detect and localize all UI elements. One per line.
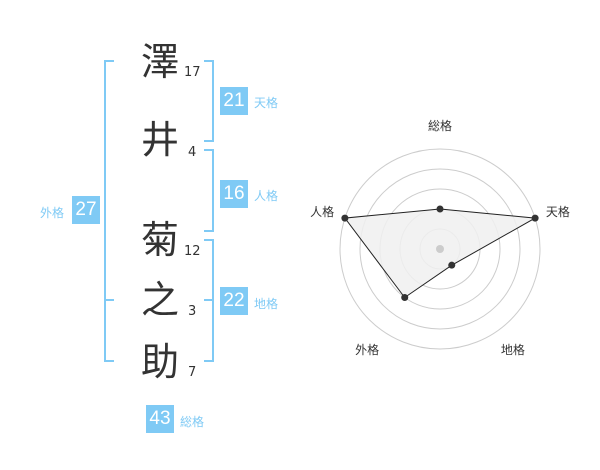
tenkaku-bracket [204,60,214,142]
chikaku-label: 地格 [254,297,279,311]
radar-axis-label: 人格 [310,204,335,219]
tenkaku-label: 天格 [254,96,279,110]
radar-polygon [343,208,537,299]
soukaku-label: 総格 [180,415,205,429]
gaikaku-label: 外格 [40,206,65,220]
tenkaku-value: 21 [220,87,248,115]
radar-center-dot [436,245,444,253]
radar-point-4 [341,214,349,222]
stroke-count-1: 17 [184,65,201,80]
kanji-2: 井 [140,118,179,162]
chikaku-value: 22 [220,287,248,315]
radar-point-0 [436,205,444,213]
radar-axis-label: 天格 [545,204,570,219]
stroke-count-3: 12 [184,244,201,259]
kanji-1: 澤 [140,40,179,84]
kanji-4: 之 [140,278,179,322]
radar-axis-label: 外格 [355,343,380,358]
stroke-count-4: 3 [188,304,197,319]
chikaku-bracket [204,239,214,362]
chikaku-bracket-tick [204,299,212,301]
radar-axis-label: 地格 [500,343,525,358]
radar-axis-label: 総格 [428,119,453,133]
radar-ring [359,168,521,330]
kanji-5: 助 [140,340,179,384]
jinkaku-bracket [204,149,214,232]
stroke-count-5: 7 [188,365,197,380]
kanji-3: 菊 [140,218,179,262]
radar-point-3 [401,294,409,302]
gaikaku-bracket-tick [104,299,114,301]
jinkaku-value: 16 [220,180,248,208]
jinkaku-label: 人格 [254,189,279,203]
radar-ring [339,148,541,350]
stroke-count-2: 4 [188,145,197,160]
radar-point-1 [531,214,539,222]
gaikaku-bracket [104,60,114,362]
gaikaku-value: 27 [72,196,100,224]
soukaku-value: 43 [146,405,174,433]
radar-point-2 [448,261,456,269]
